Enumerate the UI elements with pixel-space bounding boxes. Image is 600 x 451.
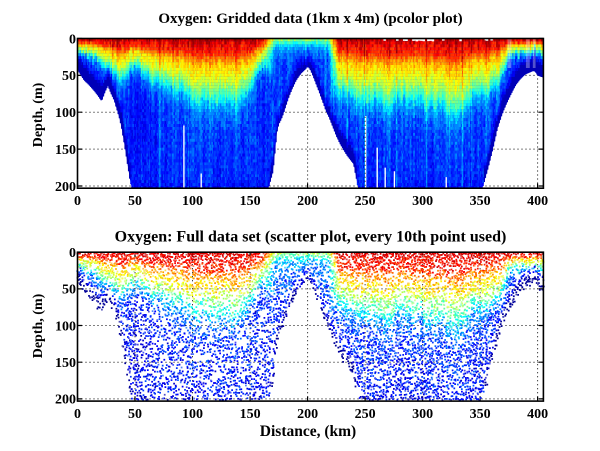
svg-text:Oxygen: Full data set (scatter: Oxygen: Full data set (scatter plot, eve…: [115, 229, 507, 246]
svg-text:100: 100: [182, 194, 203, 209]
svg-text:150: 150: [240, 194, 261, 209]
svg-text:50: 50: [62, 69, 76, 84]
svg-text:200: 200: [55, 180, 76, 195]
svg-text:400: 400: [527, 194, 548, 209]
svg-text:Oxygen: Gridded data (1km x 4m: Oxygen: Gridded data (1km x 4m) (pcolor …: [158, 11, 462, 27]
svg-text:200: 200: [297, 407, 318, 422]
svg-text:0: 0: [74, 194, 81, 209]
svg-text:250: 250: [355, 407, 376, 422]
svg-text:350: 350: [470, 194, 491, 209]
svg-text:300: 300: [412, 194, 433, 209]
svg-text:250: 250: [355, 194, 376, 209]
svg-text:150: 150: [55, 356, 76, 371]
svg-text:100: 100: [55, 319, 76, 334]
svg-text:0: 0: [69, 32, 76, 47]
svg-text:150: 150: [55, 143, 76, 158]
svg-text:200: 200: [297, 194, 318, 209]
svg-text:Depth, (m): Depth, (m): [31, 293, 46, 358]
svg-text:350: 350: [470, 407, 491, 422]
svg-text:50: 50: [128, 407, 142, 422]
svg-text:50: 50: [62, 283, 76, 298]
svg-text:150: 150: [240, 407, 261, 422]
svg-text:400: 400: [527, 407, 548, 422]
svg-text:Depth, (m): Depth, (m): [31, 82, 46, 147]
svg-text:0: 0: [74, 407, 81, 422]
svg-text:200: 200: [55, 393, 76, 408]
svg-text:Distance, (km): Distance, (km): [260, 423, 356, 440]
svg-text:50: 50: [128, 194, 142, 209]
svg-text:100: 100: [182, 407, 203, 422]
svg-text:0: 0: [69, 246, 76, 261]
svg-text:300: 300: [412, 407, 433, 422]
svg-text:100: 100: [55, 106, 76, 121]
